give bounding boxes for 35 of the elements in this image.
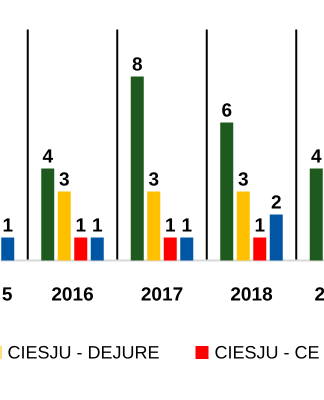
bar	[147, 192, 160, 260]
legend-label: CIESJU - DEJURE	[8, 342, 160, 362]
bar	[58, 192, 71, 260]
bar	[74, 238, 88, 260]
x-tick-label: 2016	[51, 284, 94, 306]
bar	[253, 238, 266, 260]
bar	[130, 76, 144, 260]
data-label: 6	[221, 100, 232, 122]
bar	[310, 168, 323, 260]
x-tick-label: 5	[2, 284, 13, 306]
bar	[90, 238, 104, 260]
data-label: 3	[148, 170, 160, 190]
data-label: 2	[270, 192, 282, 214]
data-label: 1	[2, 216, 14, 236]
bar	[270, 214, 283, 260]
x-tick-label: 2	[314, 284, 324, 306]
data-label: 1	[254, 216, 266, 236]
data-label: 4	[42, 146, 54, 168]
bar	[41, 168, 54, 260]
data-label: 1	[181, 216, 192, 236]
bar	[236, 192, 250, 260]
bar	[164, 238, 177, 260]
bar	[180, 238, 194, 260]
data-label: 3	[58, 170, 70, 190]
x-tick-label: 2018	[230, 284, 273, 306]
bar	[1, 238, 14, 260]
x-tick-label: 2017	[140, 284, 184, 306]
bar	[220, 122, 234, 260]
data-label: 4	[310, 146, 322, 168]
data-label: 1	[164, 216, 176, 236]
data-label: 3	[238, 170, 249, 190]
data-label: 8	[132, 54, 143, 76]
data-label: 1	[92, 216, 103, 236]
data-label: 1	[75, 216, 86, 236]
legend-label: CIESJU - CE	[214, 342, 320, 362]
